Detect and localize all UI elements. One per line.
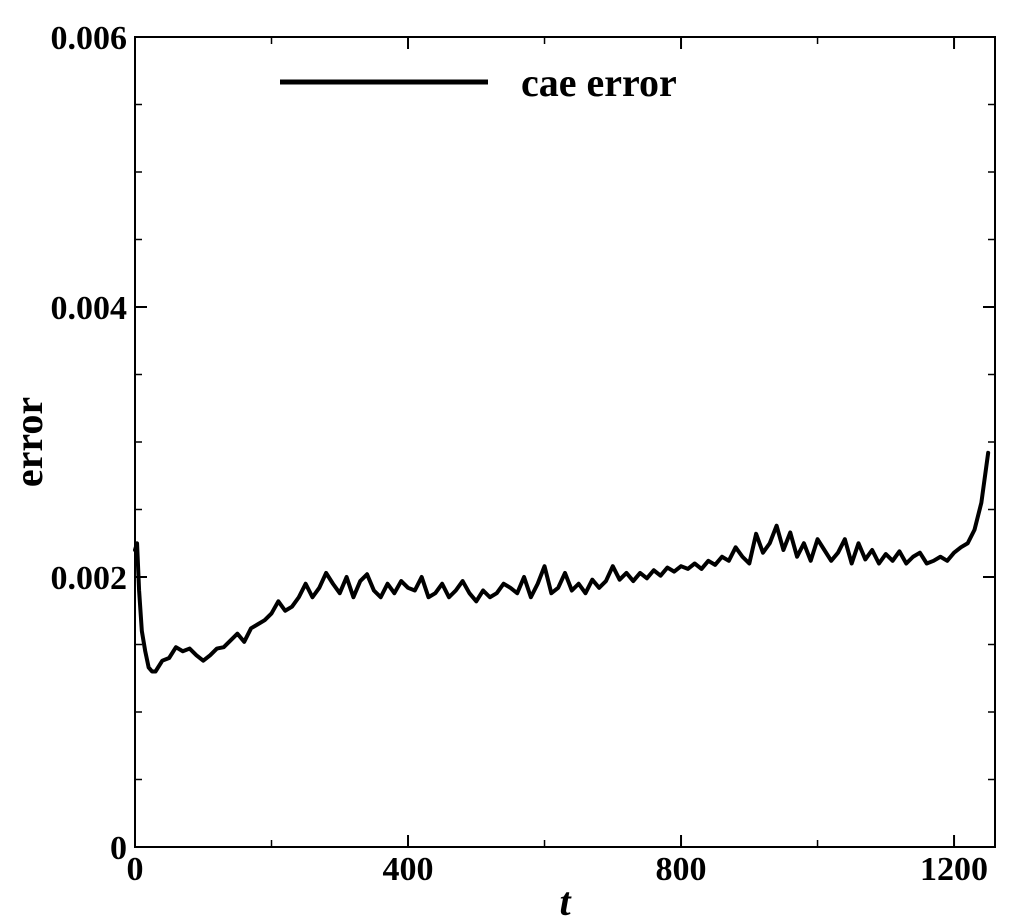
minor-ticks <box>135 37 995 847</box>
y-tick-label-0: 0 <box>110 830 127 867</box>
y-tick-label-2: 0.004 <box>51 290 128 327</box>
major-ticks <box>134 36 995 848</box>
x-axis-label: t <box>559 879 572 921</box>
legend-label: cae error <box>521 60 677 105</box>
plot-frame <box>134 36 996 848</box>
x-tick-labels: 0 400 800 1200 <box>127 851 989 888</box>
y-tick-label-3: 0.006 <box>51 20 128 57</box>
y-tick-labels: 0 0.002 0.004 0.006 <box>51 20 128 867</box>
x-tick-label-1: 400 <box>383 851 434 888</box>
y-tick-label-1: 0.002 <box>51 560 128 597</box>
series-line-cae-error <box>133 450 991 674</box>
x-tick-label-0: 0 <box>127 851 144 888</box>
y-axis-label: error <box>6 397 51 487</box>
x-tick-label-3: 1200 <box>920 851 988 888</box>
legend: cae error <box>280 60 677 105</box>
x-tick-label-2: 800 <box>656 851 707 888</box>
